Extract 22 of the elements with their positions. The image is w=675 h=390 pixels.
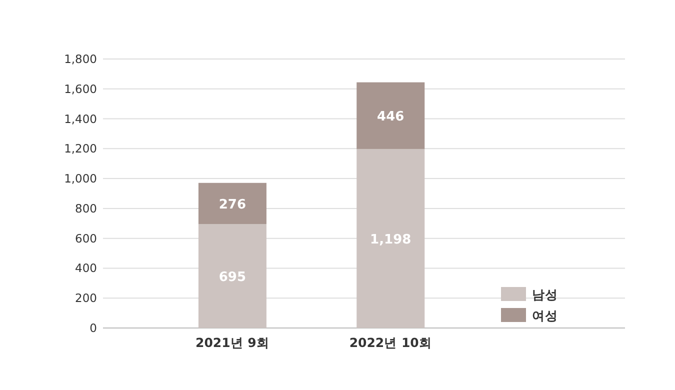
- text: 695: [218, 270, 246, 286]
- y-tick-label: 400: [75, 261, 97, 276]
- y-tick-label: 600: [75, 231, 97, 246]
- bar: [198, 182, 266, 224]
- y-tick-label: 1,000: [64, 172, 97, 186]
- bar: [198, 224, 266, 328]
- text: 1,198: [370, 232, 412, 248]
- text: 446: [377, 110, 404, 125]
- legend-label: 여성: [532, 308, 558, 323]
- y-tick-label: 1,200: [64, 142, 97, 156]
- y-tick-label: 1,800: [64, 52, 97, 66]
- y-tick-label: 800: [75, 201, 97, 216]
- y-tick-label: 200: [75, 291, 97, 306]
- y-tick-label: 0: [90, 321, 97, 335]
- x-tick-label: 2022년 10회: [349, 335, 432, 350]
- bar: [356, 148, 425, 328]
- bar: [356, 82, 425, 149]
- text: 276: [218, 198, 246, 213]
- y-tick-label: 1,400: [64, 112, 97, 126]
- x-tick-label: 2021년 9회: [196, 335, 270, 350]
- y-tick-label: 1,600: [64, 82, 97, 96]
- legend-label: 남성: [532, 287, 558, 302]
